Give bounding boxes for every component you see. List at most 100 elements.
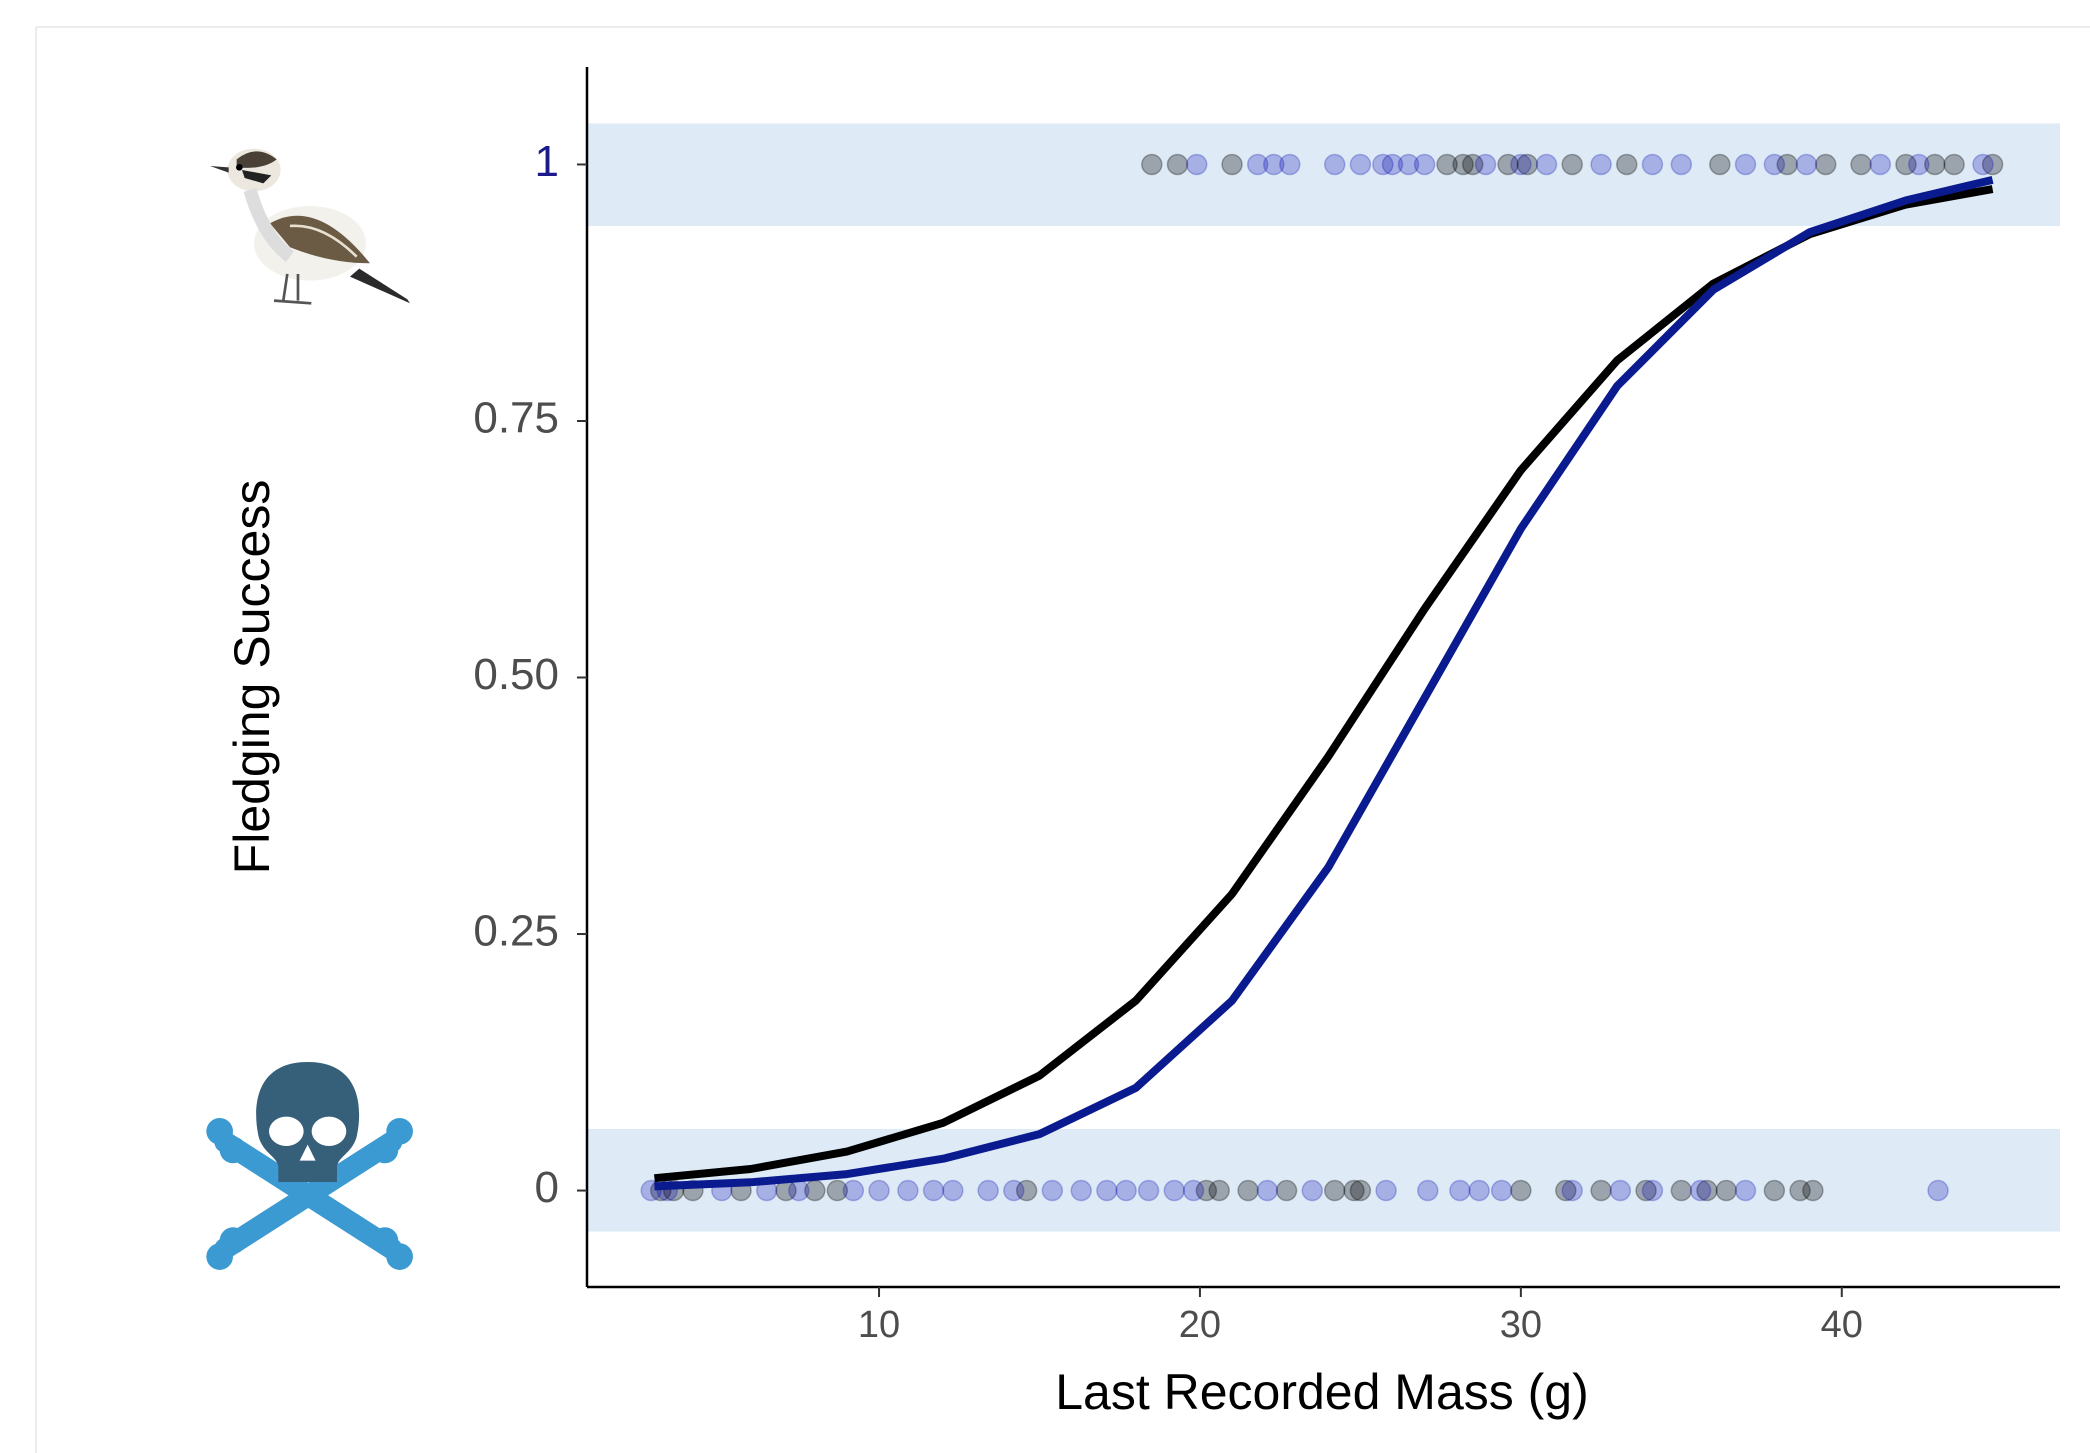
point	[1641, 1179, 1664, 1202]
point	[1137, 1179, 1160, 1202]
point	[1343, 1179, 1365, 1202]
point	[1195, 1179, 1218, 1202]
point	[1555, 1179, 1577, 1202]
point	[1436, 153, 1458, 176]
point	[1734, 153, 1757, 176]
point	[1763, 1179, 1786, 1202]
point	[1814, 153, 1837, 176]
point	[1590, 1179, 1612, 1202]
point	[1850, 153, 1872, 176]
point	[1516, 153, 1539, 176]
point	[1185, 153, 1208, 176]
point	[1452, 153, 1474, 176]
point	[1590, 153, 1612, 176]
point	[1375, 1179, 1397, 1202]
point	[1237, 1179, 1259, 1202]
point	[1468, 1179, 1490, 1202]
point	[1924, 153, 1946, 176]
point	[1413, 153, 1436, 176]
point	[1535, 153, 1558, 176]
point	[1163, 1179, 1186, 1202]
point	[977, 1179, 999, 1202]
x-tick-label: 20	[1179, 1304, 1221, 1346]
point	[788, 1179, 810, 1202]
point	[922, 1179, 945, 1202]
point	[1641, 153, 1664, 176]
point	[1490, 1179, 1513, 1202]
point	[1715, 1179, 1737, 1202]
point	[1869, 153, 1892, 176]
point	[942, 1179, 964, 1202]
band	[587, 1128, 2060, 1232]
point	[1246, 153, 1269, 176]
point	[1609, 1179, 1632, 1202]
point	[1141, 153, 1163, 176]
point	[1397, 153, 1420, 176]
y-axis-title: Fledging Success	[224, 480, 280, 875]
point	[1323, 153, 1346, 176]
point	[1003, 1179, 1025, 1202]
point	[842, 1179, 865, 1202]
y-tick-label: 0.75	[473, 394, 559, 443]
point	[1795, 153, 1818, 176]
point	[1115, 1179, 1137, 1202]
point	[1696, 1179, 1718, 1202]
point	[1763, 153, 1786, 176]
point	[897, 1179, 919, 1202]
skull-icon	[206, 1062, 413, 1270]
point	[868, 1179, 890, 1202]
band	[587, 123, 2060, 227]
point	[1670, 1179, 1693, 1202]
point	[1372, 153, 1394, 176]
point	[1789, 1179, 1811, 1202]
x-tick-label: 40	[1821, 1304, 1863, 1346]
fit-curve	[654, 176, 1994, 1191]
y-tick-label: 0.25	[473, 907, 559, 956]
point	[1301, 1179, 1324, 1202]
point	[1349, 1179, 1372, 1202]
point	[1449, 1179, 1471, 1202]
point	[1561, 153, 1583, 176]
marks	[640, 153, 2004, 1202]
point	[1166, 153, 1189, 176]
point	[1275, 1179, 1298, 1202]
point	[826, 1179, 849, 1202]
point	[1802, 1179, 1824, 1202]
point	[1221, 153, 1243, 176]
point	[1670, 153, 1693, 176]
point	[1776, 153, 1798, 176]
point	[1908, 153, 1930, 176]
x-tick-label: 30	[1500, 1304, 1542, 1346]
x-axis-title: Last Recorded Mass (g)	[1055, 1364, 1589, 1420]
x-tick-label: 10	[858, 1304, 900, 1346]
point	[1323, 1179, 1346, 1202]
axes: 10 20 30 40 0 0.25 0.50 0.75 1	[473, 67, 2060, 1346]
point	[1256, 1179, 1279, 1202]
point	[1461, 153, 1484, 176]
point	[1561, 1179, 1583, 1202]
bands	[587, 123, 2060, 1232]
point	[1349, 153, 1372, 176]
point	[1279, 153, 1301, 176]
point	[1208, 1179, 1230, 1202]
point	[1263, 153, 1285, 176]
point	[1015, 1179, 1038, 1202]
point	[1474, 153, 1497, 176]
y-tick-label: 0.50	[473, 650, 559, 699]
point	[1381, 153, 1404, 176]
point	[1927, 1179, 1949, 1202]
point	[1972, 153, 1994, 176]
bird-icon	[210, 148, 410, 305]
point	[1635, 1179, 1657, 1202]
point	[1689, 1179, 1712, 1202]
point	[1510, 1179, 1532, 1202]
point	[1510, 153, 1532, 176]
point	[1734, 1179, 1757, 1202]
point	[1096, 1179, 1118, 1202]
point	[1497, 153, 1519, 176]
point	[1616, 153, 1638, 176]
point	[1981, 153, 2004, 176]
point	[1182, 1179, 1205, 1202]
point	[1943, 153, 1965, 176]
